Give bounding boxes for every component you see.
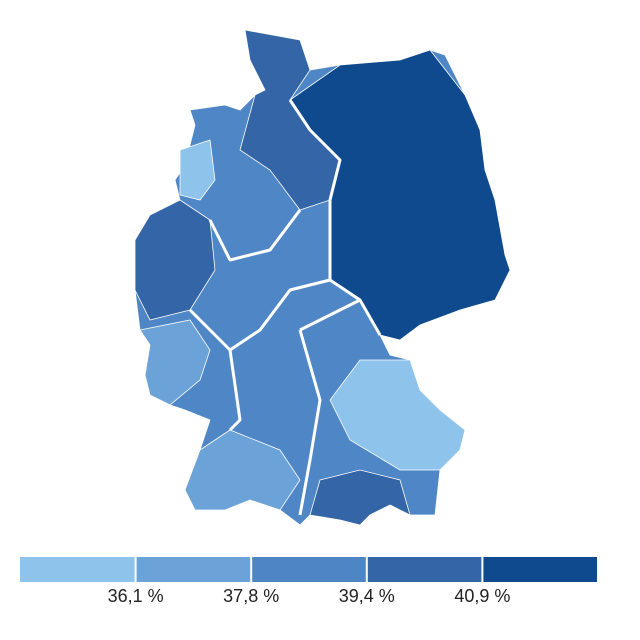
legend-label: 37,8 % [223, 586, 279, 606]
region-north-west [179, 139, 216, 201]
legend-swatch [252, 557, 366, 582]
legend-label: 39,4 % [339, 586, 395, 606]
region-north [239, 29, 341, 211]
legend-swatch [20, 557, 135, 582]
region-south-east [329, 359, 466, 471]
legend-swatch [136, 557, 251, 582]
germany-map [134, 29, 511, 526]
region-south [184, 429, 301, 511]
legend-swatch [483, 557, 597, 582]
legend-swatch [367, 557, 482, 582]
legend-label: 40,9 % [454, 586, 510, 606]
region-west [134, 199, 216, 321]
state-border [188, 99, 382, 516]
region-south-west [139, 319, 211, 406]
legend-label: 36,1 % [108, 586, 164, 606]
region-alps [309, 469, 411, 526]
